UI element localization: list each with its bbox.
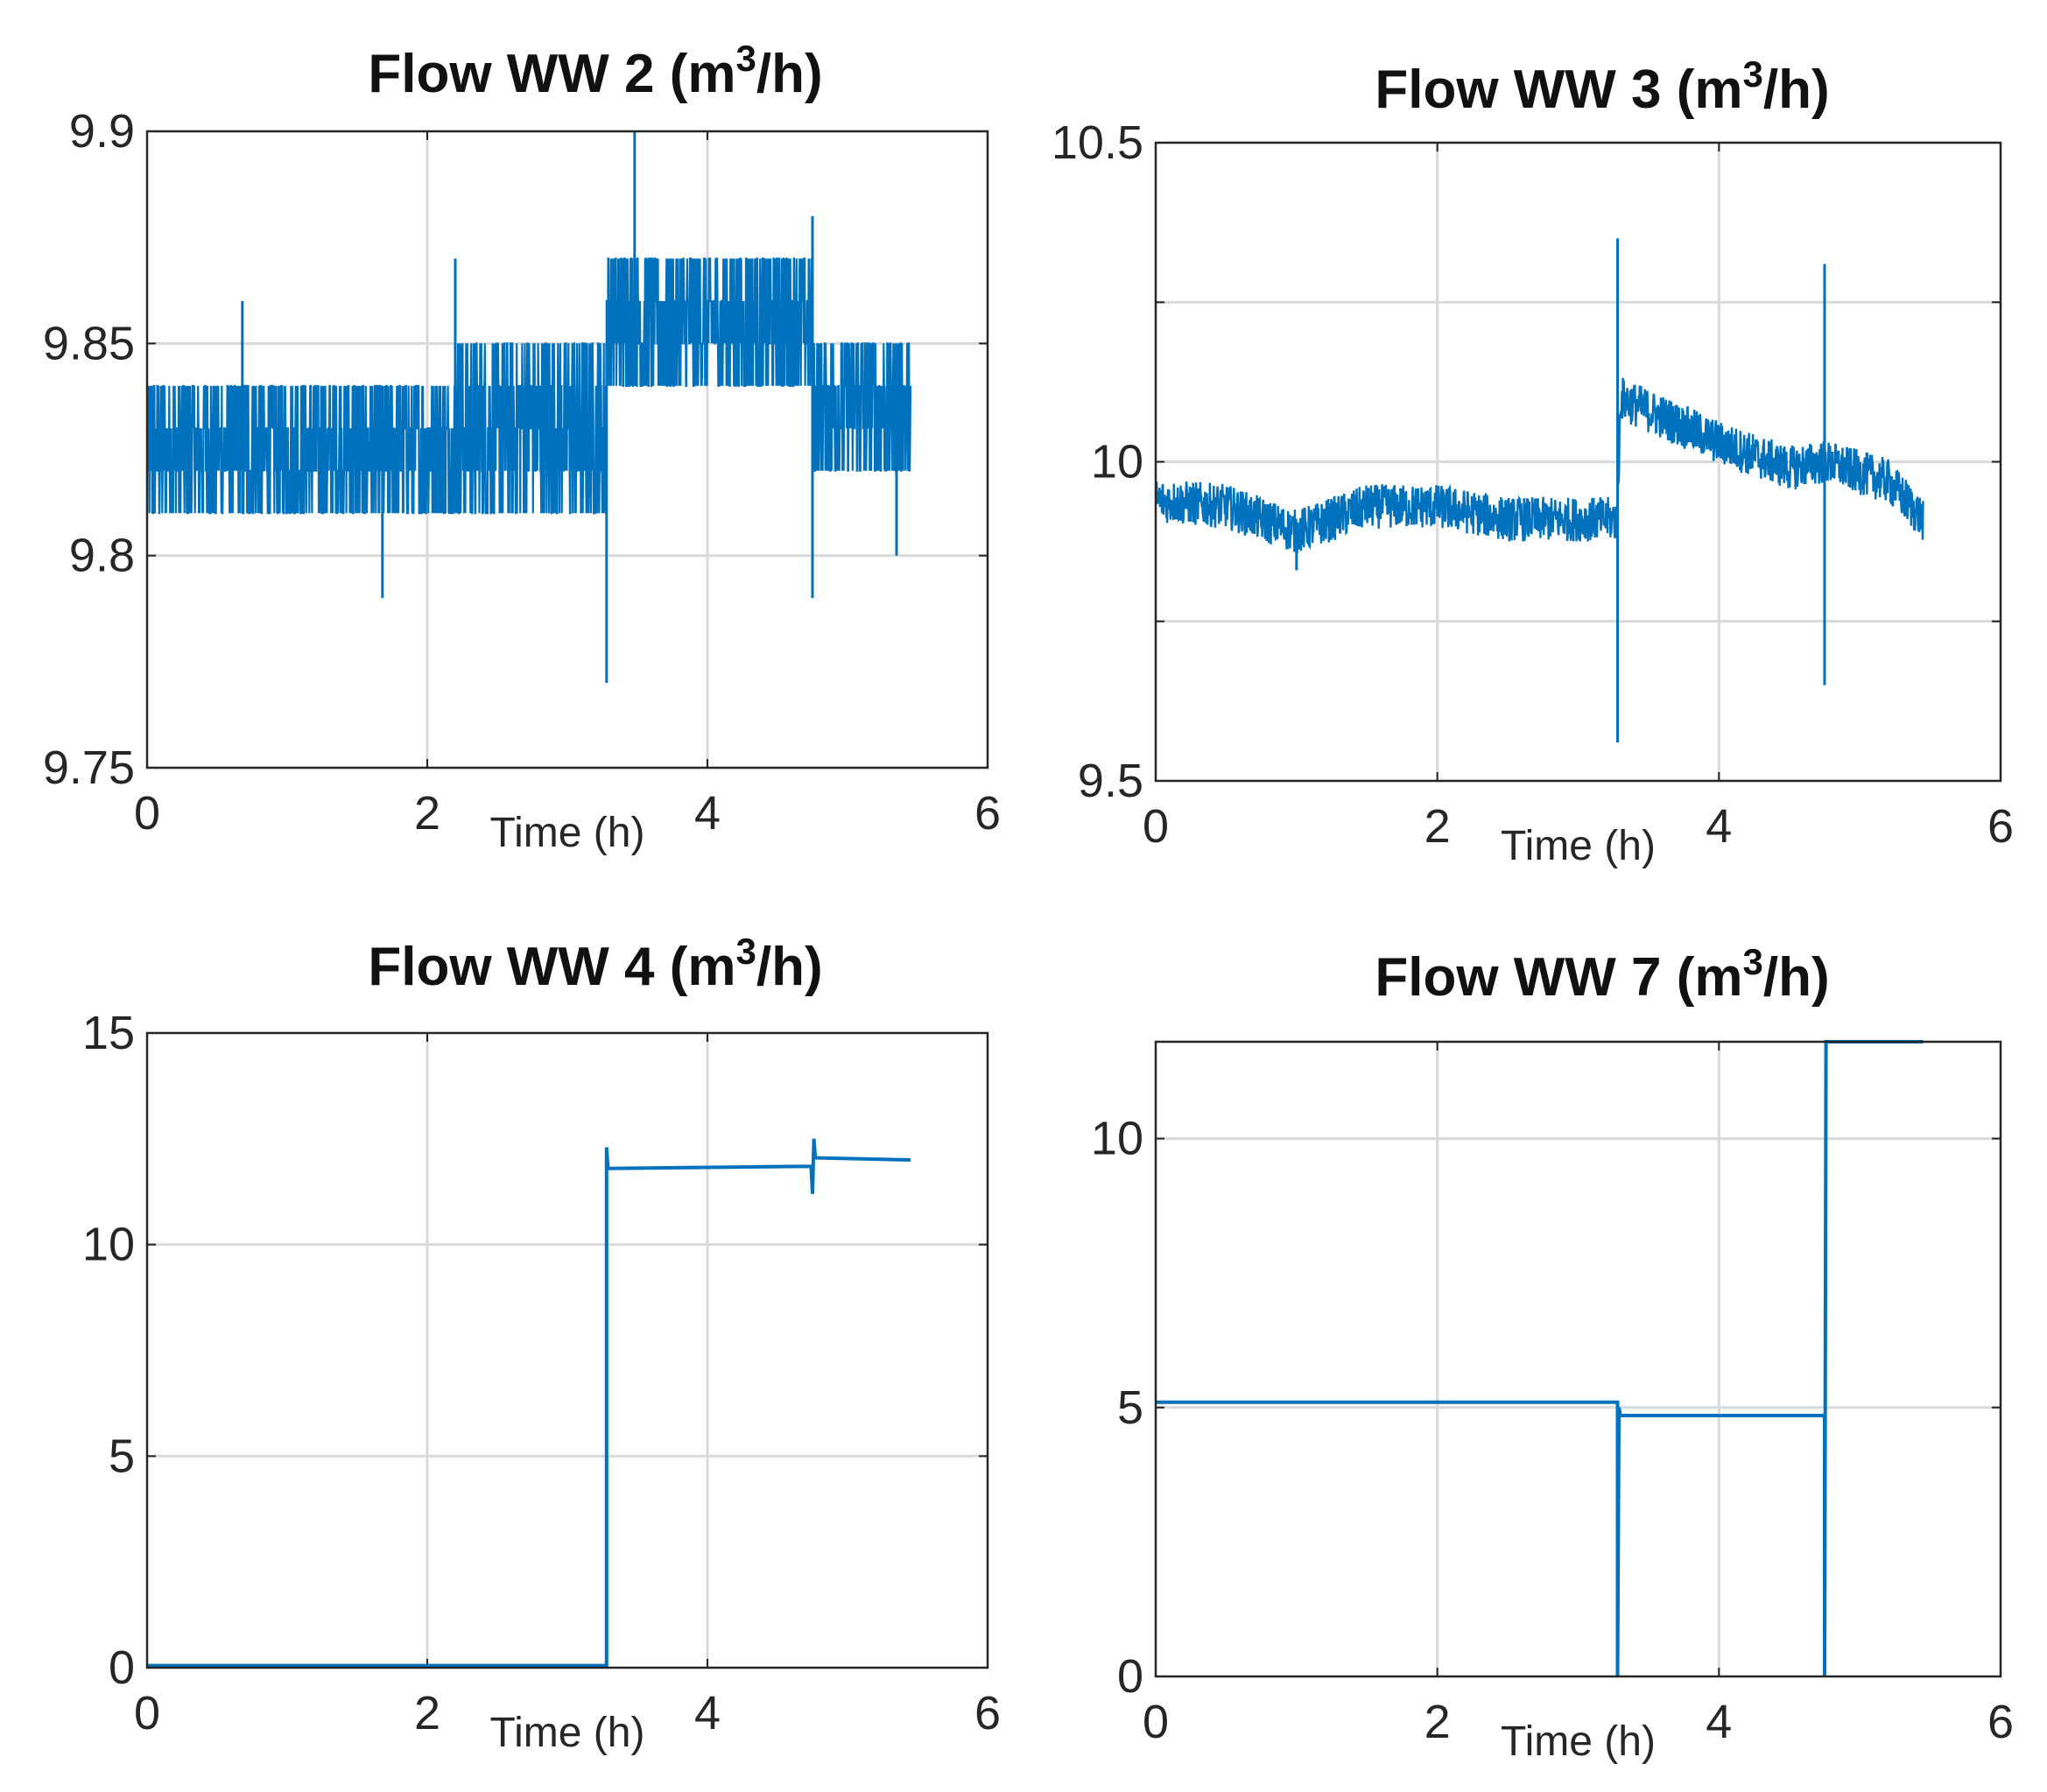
chart-panel-ww7: 0 2 4 6 0 5 10 Flow WW 7 (m3/h) Time (h) [1091,941,2014,1765]
x-tick-label: 4 [1706,1696,1732,1748]
y-tick-label: 5 [109,1430,135,1482]
y-tick-label: 9.8 [69,530,135,582]
x-axis-label: Time (h) [1501,1718,1656,1765]
x-tick-label: 6 [974,787,1001,840]
series-flow-ww-3 [1154,238,1924,743]
y-tick-label: 10 [82,1219,135,1271]
chart-title: Flow WW 3 (m3/h) [1375,53,1829,120]
y-tick-label: 0 [109,1641,135,1694]
x-tick-label: 0 [1143,1696,1169,1748]
y-tick-label: 9.75 [43,741,135,794]
x-axis-label: Time (h) [490,810,645,856]
y-tick-label: 9.85 [43,317,135,369]
y-tick-label: 10 [1091,436,1143,488]
y-tick-label: 10.5 [1052,116,1143,169]
axes-box [145,130,989,770]
plot-area [1156,1042,2001,1676]
x-tick-label: 6 [1987,800,2014,853]
x-tick-label: 0 [134,1687,160,1739]
x-tick-label: 0 [1143,800,1169,853]
axes-box [145,1031,989,1669]
x-tick-label: 6 [974,1687,1001,1739]
chart-panel-ww3: 0 2 4 6 9.5 10 10.5 Flow WW 3 (m3/h) Time (h) [1052,53,2014,869]
chart-panel-ww2: 0 2 4 6 9.75 9.8 9.85 9.9 Flow WW 2 (m3/h) Time (… [43,38,1001,856]
x-axis-label: Time (h) [490,1710,645,1756]
y-tick-label: 0 [1117,1650,1143,1703]
x-tick-label: 6 [1987,1696,2014,1748]
data-line [1154,377,1924,554]
x-tick-label: 4 [1706,800,1732,853]
y-tick-label: 10 [1091,1113,1143,1165]
series-flow-ww-2 [145,131,912,684]
chart-title: Flow WW 7 (m3/h) [1375,941,1829,1008]
x-tick-label: 2 [1424,800,1451,853]
series-flow-ww-7 [1156,1040,1924,1677]
x-tick-label: 2 [414,787,440,840]
chart-title: Flow WW 4 (m3/h) [368,931,822,997]
axes-box [1154,1040,2002,1678]
axes-box [1154,141,2002,783]
x-tick-label: 0 [134,787,160,840]
x-tick-label: 4 [694,787,721,840]
data-line [147,1138,911,1668]
chart-title: Flow WW 2 (m3/h) [368,38,822,104]
data-line [1156,1040,1924,1677]
y-tick-label: 5 [1117,1381,1143,1434]
data-line [145,257,912,515]
x-tick-label: 2 [1424,1696,1451,1748]
x-tick-label: 2 [414,1687,440,1739]
chart-panel-ww4: 0 2 4 6 0 5 10 15 Flow WW 4 (m3/h) Time (h) [82,931,1001,1756]
y-tick-label: 15 [82,1007,135,1059]
x-axis-label: Time (h) [1501,823,1656,869]
x-tick-label: 4 [694,1687,721,1739]
y-tick-label: 9.5 [1078,755,1143,807]
y-tick-label: 9.9 [69,105,135,158]
series-flow-ww-4 [147,1138,911,1668]
plot-area [147,1033,988,1668]
